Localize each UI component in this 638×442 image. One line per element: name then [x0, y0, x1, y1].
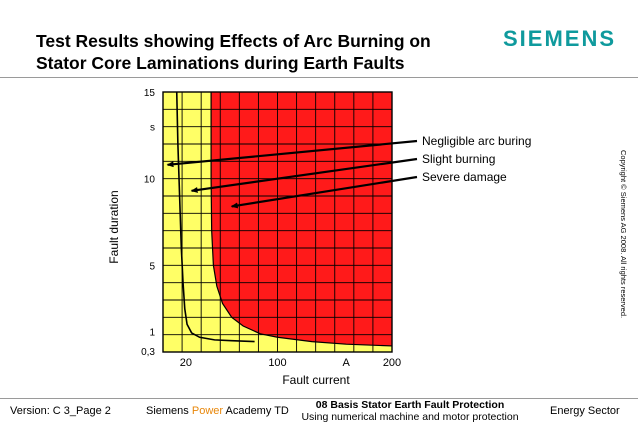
footer-academy-prefix: Siemens [146, 405, 192, 417]
footer-academy: Siemens Power Academy TD [146, 405, 289, 417]
footer-course-title: 08 Basis Stator Earth Fault Protection [315, 399, 505, 411]
annotation-label: Severe damage [422, 170, 507, 184]
footer-academy-power: Power [191, 405, 224, 417]
footer-academy-suffix: Academy TD [223, 405, 289, 417]
page-title: Test Results showing Effects of Arc Burn… [36, 30, 456, 74]
y-tick-label: 1 [149, 328, 155, 339]
y-tick-label: 0,3 [141, 347, 155, 358]
header-divider [0, 77, 638, 78]
arc-burning-chart: 15 s 10 5 1 0,3 20 100 A 200 Negligible arc burin… [107, 88, 531, 387]
copyright-notice: Copyright © Siemens AG 2008. All rights … [619, 150, 628, 319]
y-tick-label: s [150, 123, 155, 134]
curve-severe-damage [210, 92, 393, 347]
region-red-severe-damage [211, 92, 392, 346]
x-tick-label: 20 [180, 357, 192, 369]
x-tick-label: A [343, 357, 351, 369]
x-axis-label: Fault current [282, 373, 350, 387]
x-tick-label: 200 [383, 357, 401, 369]
footer-course-subtitle: Using numerical machine and motor protec… [301, 411, 519, 423]
curve-negligible-arc-buring [175, 91, 255, 343]
footer-course: 08 Basis Stator Earth Fault Protection U… [300, 399, 520, 423]
annotation-arrow [230, 175, 418, 209]
y-tick-label: 5 [149, 261, 155, 272]
y-tick-label: 15 [144, 88, 156, 99]
y-tick-label: 10 [144, 175, 156, 186]
annotation-label: Negligible arc buring [422, 134, 531, 148]
annotation-arrow [190, 157, 418, 193]
x-tick-label: 100 [268, 357, 286, 369]
plot-frame [162, 91, 393, 353]
annotation-label: Slight burning [422, 152, 495, 166]
footer-divider [0, 398, 638, 399]
footer-sector: Energy Sector [550, 405, 620, 417]
page-title-line1: Test Results showing Effects of Arc Burn… [36, 31, 431, 51]
page-title-line2: Stator Core Laminations during Earth Fau… [36, 53, 405, 73]
siemens-logo: SIEMENS [503, 26, 617, 51]
footer-version: Version: C 3_Page 2 [10, 405, 111, 417]
y-axis-label: Fault duration [107, 190, 121, 263]
annotation-arrow [166, 139, 418, 168]
